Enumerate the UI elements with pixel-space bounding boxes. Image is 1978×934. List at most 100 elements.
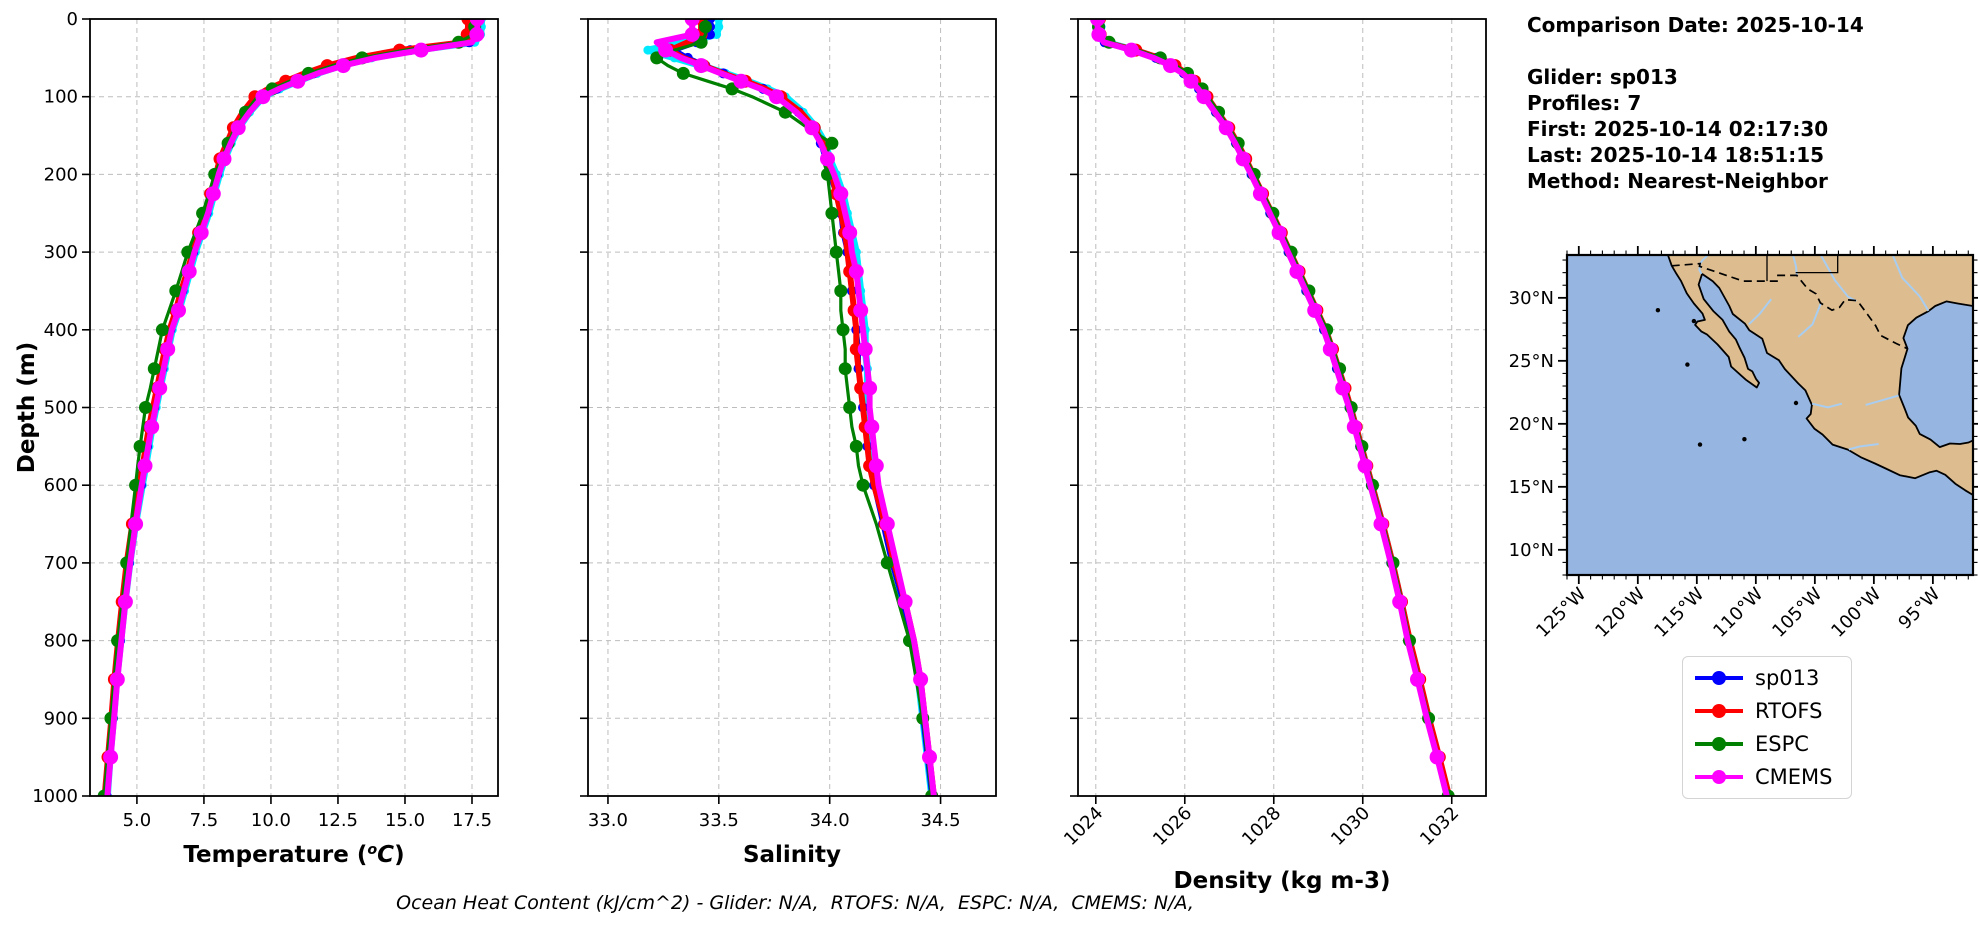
legend: sp013 RTOFS ESPC CMEMS (1682, 656, 1852, 799)
xtick-label: 5.0 (123, 810, 152, 831)
panel-density: 1024 1026 1028 1030 1032 Density (kg m-3) (1060, 18, 1487, 894)
axis-salinity: 33.0 33.5 34.0 34.5 (580, 18, 961, 831)
series-density (1090, 19, 1455, 796)
map-lat-label: 25°N (1509, 351, 1554, 372)
info-glider: Glider: sp013 (1527, 65, 1678, 89)
legend-label-cmems: CMEMS (1755, 765, 1833, 789)
ytick-label: 1000 (32, 786, 78, 807)
map-lon-label: 115°W (1650, 584, 1708, 642)
axis-temperature: 5.0 7.5 10.0 12.5 15.0 17.5 0 100 200 300 400 500 60… (32, 9, 492, 831)
legend-item-espc: ESPC (1695, 732, 1841, 756)
xtick-label: 15.0 (385, 810, 425, 831)
ohc-caption: Ocean Heat Content (kJ/cm^2) - Glider: N… (396, 892, 1194, 914)
xtick-label: 34.0 (810, 810, 850, 831)
series-rtofs-salinity (663, 19, 937, 796)
map-lat-label: 15°N (1509, 477, 1554, 498)
info-last: Last: 2025-10-14 18:51:15 (1527, 143, 1825, 167)
legend-label-sp013: sp013 (1755, 666, 1820, 690)
map-island (1793, 400, 1799, 406)
ytick-label: 800 (44, 631, 78, 652)
map-island (1691, 318, 1697, 324)
ytick-label: 0 (67, 9, 78, 30)
ytick-label: 300 (44, 242, 78, 263)
map-lon-label: 95°W (1894, 584, 1944, 634)
series-cmems-density (1090, 19, 1450, 796)
series-salinity (643, 19, 939, 796)
ytick-label: 600 (44, 475, 78, 496)
map-lon-label: 100°W (1827, 584, 1885, 642)
series-raw-temperature (102, 19, 486, 796)
map-river (1748, 298, 1772, 326)
series-espc-salinity (650, 19, 939, 796)
xaxis-title-density: Density (kg m-3) (1174, 868, 1391, 894)
map-lat-label: 10°N (1509, 540, 1554, 561)
legend-label-espc: ESPC (1755, 732, 1809, 756)
xtick-label: 7.5 (190, 810, 219, 831)
map-river (1865, 394, 1899, 406)
map-land (1667, 255, 1973, 496)
map-island (1697, 442, 1703, 447)
panel-salinity: 33.0 33.5 34.0 34.5 Salinity (580, 18, 997, 868)
panel-temperature: 5.0 7.5 10.0 12.5 15.0 17.5 0 100 200 300 400 500 60… (14, 9, 499, 868)
map-lon-label: 125°W (1532, 584, 1590, 642)
map-island (1655, 308, 1661, 313)
info-profiles: Profiles: 7 (1527, 91, 1642, 115)
map-lon-label: 110°W (1709, 584, 1767, 642)
map-inset: 125°W 120°W 115°W 110°W 105°W 100°W 95°W 30°N 25… (1509, 246, 1978, 642)
legend-swatch-rtofs (1695, 703, 1743, 719)
series-temperature (97, 19, 486, 796)
xtick-label: 1024 (1060, 803, 1107, 850)
ytick-label: 400 (44, 320, 78, 341)
xtick-label: 12.5 (318, 810, 358, 831)
xtick-label: 33.0 (588, 810, 628, 831)
ytick-label: 900 (44, 708, 78, 729)
map-river (1891, 255, 1930, 312)
xaxis-title-temperature: Temperature (o​C) (183, 842, 404, 868)
map-island (1742, 437, 1747, 442)
series-cmems-temperature (103, 19, 485, 796)
map-lon-label: 105°W (1768, 584, 1826, 642)
legend-swatch-cmems (1695, 769, 1743, 785)
map-lat-label: 20°N (1509, 414, 1554, 435)
ytick-label: 200 (44, 164, 78, 185)
map-lat-label: 30°N (1509, 288, 1554, 309)
map-country-border (1671, 262, 1908, 350)
legend-label-rtofs: RTOFS (1755, 699, 1823, 723)
legend-swatch-sp013 (1695, 670, 1743, 686)
xtick-label: 1028 (1238, 803, 1285, 850)
ytick-label: 500 (44, 398, 78, 419)
xtick-label: 10.0 (251, 810, 291, 831)
series-cmems-salinity (653, 19, 937, 796)
xtick-label: 1030 (1327, 803, 1374, 850)
info-comparison-date: Comparison Date: 2025-10-14 (1527, 13, 1864, 37)
axis-density: 1024 1026 1028 1030 1032 (1060, 18, 1463, 850)
map-state-border (1795, 255, 1839, 274)
info-spacer (1527, 38, 1864, 64)
series-rtofs-density (1092, 19, 1453, 796)
xaxis-title-salinity: Salinity (743, 842, 841, 868)
map-river (1848, 443, 1879, 451)
map-river (1819, 255, 1857, 302)
xtick-label: 34.5 (921, 810, 961, 831)
yaxis-title: Depth (m) (14, 342, 40, 474)
legend-swatch-espc (1695, 736, 1743, 752)
grid-salinity (588, 18, 996, 797)
legend-item-sp013: sp013 (1695, 666, 1841, 690)
map-river (1797, 303, 1822, 338)
legend-item-rtofs: RTOFS (1695, 699, 1841, 723)
xtick-label: 1032 (1416, 803, 1463, 850)
map-river (1811, 402, 1843, 409)
info-method: Method: Nearest-Neighbor (1527, 169, 1828, 193)
map-lon-label: 120°W (1591, 584, 1649, 642)
ytick-label: 100 (44, 87, 78, 108)
map-island (1685, 362, 1690, 367)
info-first: First: 2025-10-14 02:17:30 (1527, 117, 1829, 141)
info-panel: Comparison Date: 2025-10-14 Glider: sp01… (1527, 12, 1864, 194)
xtick-label: 1026 (1149, 803, 1196, 850)
ytick-label: 700 (44, 553, 78, 574)
legend-item-cmems: CMEMS (1695, 765, 1841, 789)
xtick-label: 17.5 (452, 810, 492, 831)
xtick-label: 33.5 (699, 810, 739, 831)
